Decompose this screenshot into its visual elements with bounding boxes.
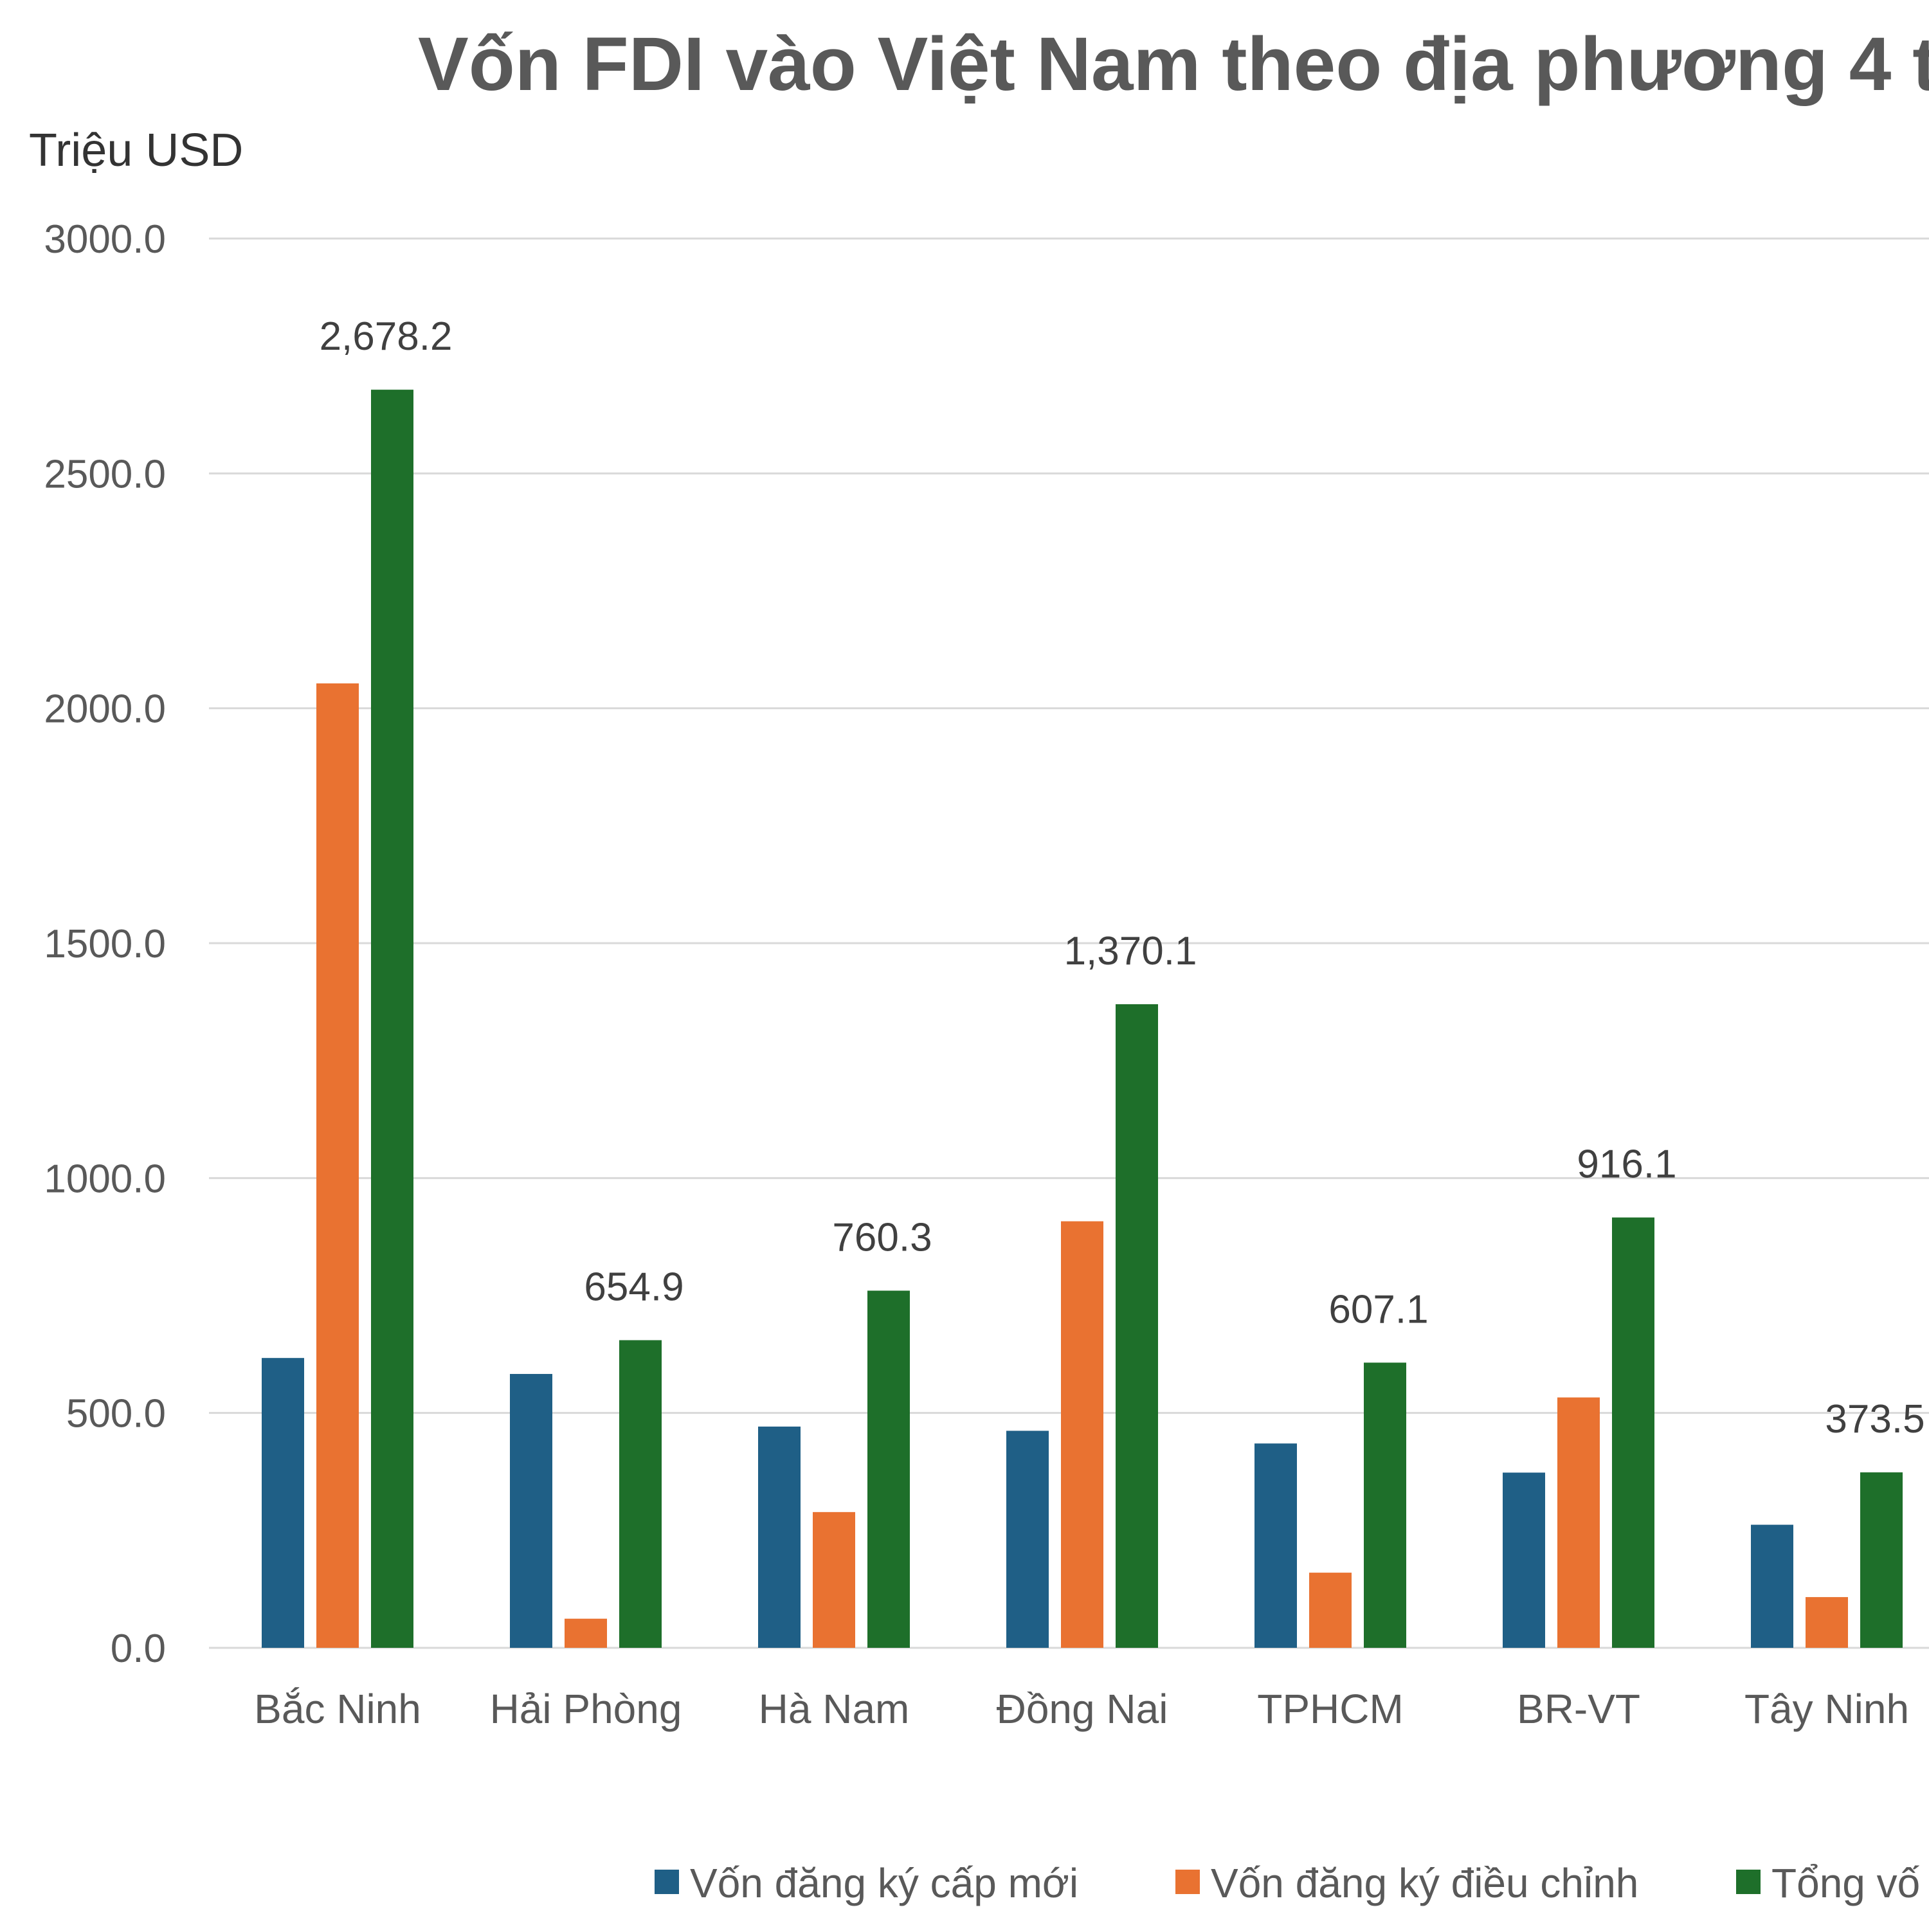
x-category-label: Bắc Ninh xyxy=(254,1686,421,1732)
x-category-label: Hải Phòng xyxy=(490,1686,682,1732)
y-tick-label: 500.0 xyxy=(66,1392,166,1436)
bar-dong-nai-series-2 xyxy=(1061,1221,1103,1648)
bar-tay-ninh-series-3 xyxy=(1860,1472,1903,1648)
bar-ha-nam-series-3 xyxy=(867,1290,910,1648)
x-category-label: TPHCM xyxy=(1257,1686,1404,1732)
bar-bac-ninh-series-1 xyxy=(262,1358,304,1648)
data-label-br-vt: 916.1 xyxy=(1577,1142,1676,1187)
legend-label-1: Vốn đăng ký cấp mới xyxy=(690,1860,1078,1906)
x-axis-categories: Bắc Ninh Hải Phòng Hà Nam Đồng Nai TPHCM BR-V… xyxy=(254,1686,1909,1732)
x-category-label: Đồng Nai xyxy=(997,1686,1168,1732)
bar-hai-phong-series-2 xyxy=(565,1618,607,1648)
data-label-ha-nam: 760.3 xyxy=(832,1215,932,1259)
data-label-hai-phong: 654.9 xyxy=(584,1265,684,1309)
data-label-bac-ninh: 2,678.2 xyxy=(320,314,453,359)
y-axis-ticks: 0.0 500.0 1000.0 1500.0 2000.0 2500.0 3000.0 xyxy=(44,217,166,1671)
bar-ha-nam-series-2 xyxy=(813,1512,855,1648)
data-label-tphcm: 607.1 xyxy=(1328,1287,1428,1332)
y-tick-label: 0.0 xyxy=(111,1627,166,1671)
bar-tphcm-series-2 xyxy=(1309,1573,1352,1648)
data-labels: 2,678.2 654.9 760.3 1,370.1 607.1 916.1 373.5 xyxy=(320,314,1925,1441)
x-category-label: BR-VT xyxy=(1517,1686,1640,1732)
y-tick-label: 3000.0 xyxy=(44,217,166,262)
y-tick-label: 1000.0 xyxy=(44,1157,166,1201)
legend: Vốn đăng ký cấp mới Vốn đăng ký điều chỉn… xyxy=(655,1860,1920,1906)
gridlines xyxy=(209,237,1929,1649)
bar-tphcm-series-1 xyxy=(1254,1443,1297,1648)
x-category-label: Tây Ninh xyxy=(1744,1686,1909,1732)
bar-br-vt-series-1 xyxy=(1503,1472,1545,1648)
legend-label-2: Vốn đăng ký điều chỉnh xyxy=(1211,1860,1638,1906)
bar-dong-nai-series-3 xyxy=(1116,1004,1158,1648)
bar-dong-nai-series-1 xyxy=(1006,1431,1049,1648)
bar-tay-ninh-series-1 xyxy=(1751,1524,1793,1648)
legend-swatch-2 xyxy=(1175,1870,1200,1894)
bar-br-vt-series-2 xyxy=(1557,1397,1600,1648)
bar-tay-ninh-series-2 xyxy=(1806,1597,1848,1648)
chart-title: Vốn FDI vào Việt Nam theo địa phương 4 t xyxy=(418,22,1929,107)
y-tick-label: 2500.0 xyxy=(44,452,166,496)
x-category-label: Hà Nam xyxy=(759,1686,910,1732)
y-tick-label: 1500.0 xyxy=(44,922,166,966)
bar-br-vt-series-3 xyxy=(1612,1217,1654,1648)
y-axis-unit-label: Triệu USD xyxy=(29,125,243,176)
legend-swatch-1 xyxy=(655,1870,679,1894)
legend-label-3: Tổng vố xyxy=(1771,1860,1920,1906)
bar-hai-phong-series-1 xyxy=(510,1374,552,1648)
bar-ha-nam-series-1 xyxy=(758,1426,801,1648)
legend-swatch-3 xyxy=(1736,1870,1761,1894)
bar-bac-ninh-series-3 xyxy=(371,390,413,1648)
y-tick-label: 2000.0 xyxy=(44,687,166,732)
bar-bac-ninh-series-2 xyxy=(316,683,359,1648)
data-label-dong-nai: 1,370.1 xyxy=(1064,929,1197,973)
data-label-tay-ninh: 373.5 xyxy=(1825,1397,1924,1441)
bar-hai-phong-series-3 xyxy=(619,1340,662,1648)
bar-tphcm-series-3 xyxy=(1364,1362,1406,1648)
bars xyxy=(262,390,1903,1648)
